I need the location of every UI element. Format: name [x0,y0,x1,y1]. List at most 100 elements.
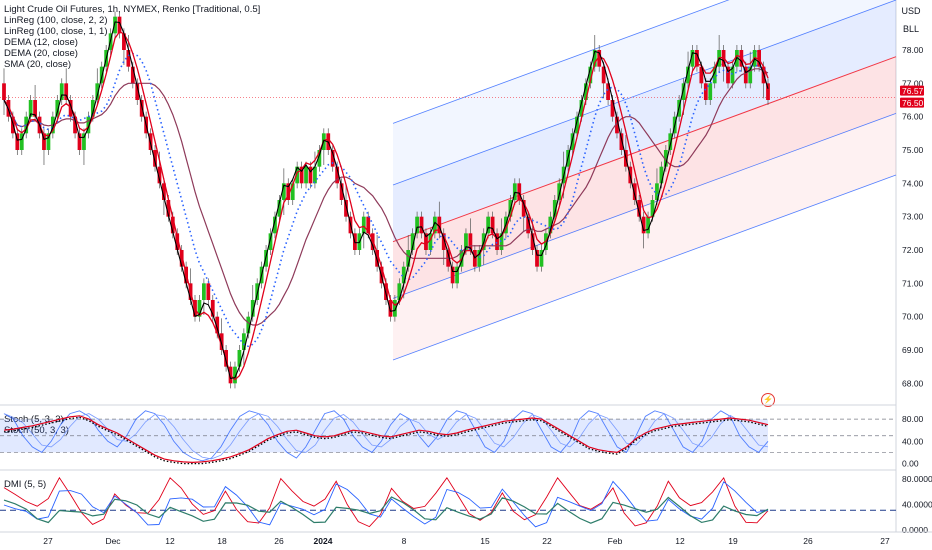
price-tick-label: 78.00 [902,45,924,55]
renko-brick-up [415,216,419,234]
renko-brick-up [464,233,468,250]
renko-brick-up [290,183,295,200]
stoch-tick-label: 80.00 [902,414,924,424]
renko-brick-up [401,266,406,284]
renko-brick-up [46,133,51,150]
renko-brick-down [699,66,704,84]
renko-brick-down [641,216,646,234]
renko-brick-up [663,150,668,167]
renko-brick-down [64,83,69,100]
renko-brick-up [317,150,322,167]
time-tick-label: 18 [217,536,227,546]
renko-brick-up [686,66,690,84]
price-tick-label: 75.00 [902,145,924,155]
renko-brick-up [113,16,117,34]
time-tick-label: 12 [675,536,685,546]
renko-brick-up [477,250,482,267]
renko-brick-down [77,133,82,150]
legend-linreg-1: LinReg (100, close, 1, 1) [4,26,108,37]
channel-lower-outer-band [393,113,896,360]
renko-brick-up [539,250,544,267]
renko-brick-down [619,133,624,150]
dema-20-line [3,30,769,381]
time-tick-label: 12 [165,536,175,546]
time-tick-label: 2024 [314,536,333,546]
renko-brick-down [526,216,531,234]
renko-brick-down [33,100,37,117]
renko-brick-up [650,200,655,217]
time-tick-label: 26 [274,536,284,546]
price-tick-label: 73.00 [902,212,924,222]
dmi-minus-line [3,476,769,528]
renko-brick-up [313,166,317,184]
unit-label[interactable]: BLL [902,24,919,34]
renko-brick-up [659,166,664,184]
currency-label[interactable]: USD [901,6,921,16]
stoch-fast-title: Stoch (5, 3, 3) [4,414,64,425]
renko-brick-down [42,133,46,150]
renko-brick-up [432,216,437,234]
renko-brick-down [215,316,220,334]
time-tick-label: 8 [402,536,407,546]
renko-brick-down [490,216,495,234]
renko-brick-down [339,183,344,200]
channel-lower-inner-band [393,56,896,299]
channel-line [392,174,897,361]
time-tick-label: 22 [542,536,552,546]
channel-line [392,0,730,124]
renko-brick-down [495,233,499,250]
renko-brick-down [299,166,304,184]
price-tick-label: 74.00 [902,178,924,188]
time-tick-label: Dec [105,536,121,546]
stoch-slow-title: Stoch (50, 3, 3) [4,425,69,436]
time-tick-label: 26 [803,536,813,546]
last-close-tag: 76.50 [902,98,924,108]
renko-brick-down [757,50,762,67]
renko-brick-down [743,66,748,84]
last-price-tag: 76.57 [902,86,924,96]
renko-brick-down [2,83,6,100]
time-tick-label: Feb [608,536,623,546]
stoch-fast-d-line [3,413,769,460]
renko-brick-up [277,200,282,217]
renko-brick-up [646,216,650,234]
renko-brick-down [739,50,744,67]
renko-brick-up [486,216,491,234]
renko-brick-up [19,133,24,150]
renko-brick-down [330,150,335,167]
time-tick-label: 27 [880,536,890,546]
sma-line [3,68,769,326]
renko-brick-up [455,266,459,284]
renko-brick-down [441,233,446,250]
channel-centerline [392,56,897,243]
channel-line [392,0,897,186]
renko-brick-up [512,183,517,200]
renko-brick-up [201,283,206,300]
renko-brick-down [388,300,393,317]
renko-brick-up [95,83,100,100]
price-tick-label: 69.00 [902,345,924,355]
renko-brick-down [335,166,340,184]
stoch-tick-label: 0.00 [902,459,919,469]
renko-brick-up [583,83,588,100]
renko-brick-down [73,116,77,134]
renko-brick-down [157,166,162,184]
renko-brick-up [410,233,415,250]
last-price-tag-bg [900,85,924,96]
price-tick-label: 77.00 [902,78,924,88]
renko-brick-down [530,233,535,250]
renko-brick-down [703,83,708,100]
time-tick-label: 19 [728,536,738,546]
renko-brick-up [281,183,286,200]
renko-brick-up [579,100,584,117]
renko-brick-down [637,200,642,217]
flash-icon[interactable]: ⚡ [761,393,775,407]
renko-brick-down [286,183,291,200]
stoch-slow-k-line [3,415,769,464]
renko-brick-down [15,133,20,150]
renko-brick-up [397,283,402,300]
renko-brick-down [366,216,371,234]
renko-brick-down [606,83,610,100]
renko-brick-up [748,66,753,84]
